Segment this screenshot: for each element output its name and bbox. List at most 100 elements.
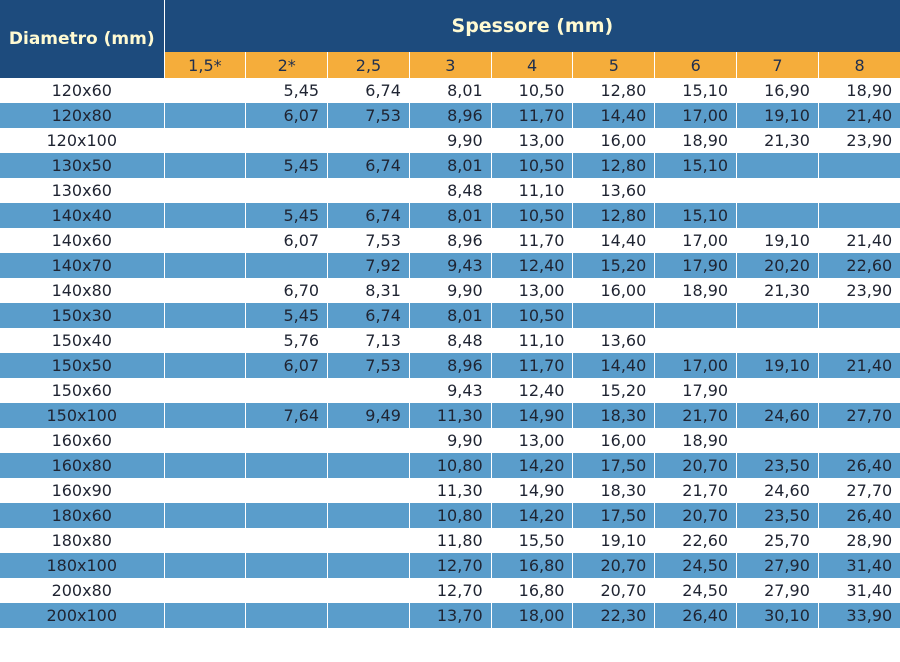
weight-cell: 23,90 <box>817 128 900 153</box>
weight-cell: 21,70 <box>654 478 737 503</box>
table-row: 120x80 6,07 7,53 8,96 11,70 14,40 17,00 19,10 21… <box>0 103 900 128</box>
weight-cell <box>163 378 246 403</box>
weight-cell: 17,00 <box>654 353 737 378</box>
weight-cell: 7,13 <box>327 328 410 353</box>
weight-cell: 10,80 <box>408 453 492 478</box>
weight-cell: 17,50 <box>572 453 655 478</box>
weight-cell: 27,70 <box>817 403 900 428</box>
weight-cell: 11,70 <box>490 353 573 378</box>
weight-cell <box>245 378 328 403</box>
weight-cell: 6,07 <box>245 103 328 128</box>
weight-cell <box>736 378 819 403</box>
weight-cell <box>817 303 900 328</box>
diameter-cell: 140x70 <box>0 253 164 278</box>
weight-cell: 9,90 <box>408 128 492 153</box>
weight-cell <box>327 128 410 153</box>
diameter-cell: 130x60 <box>0 178 164 203</box>
weight-cell: 20,70 <box>572 578 655 603</box>
weight-cell: 16,00 <box>572 128 655 153</box>
diameter-cell: 180x60 <box>0 503 164 528</box>
table-row: 200x100 13,70 18,00 22,30 26,40 30,10 33,90 <box>0 603 900 628</box>
table-row: 150x50 6,07 7,53 8,96 11,70 14,40 17,00 19,10 21… <box>0 353 900 378</box>
weight-cell: 6,07 <box>245 353 328 378</box>
weight-cell <box>245 578 328 603</box>
weight-cell: 21,70 <box>654 403 737 428</box>
weight-cell <box>327 428 410 453</box>
table-row: 160x90 11,30 14,90 18,30 21,70 24,60 27,70 <box>0 478 900 503</box>
weight-cell <box>736 153 819 178</box>
weight-cell <box>163 203 246 228</box>
weight-cell: 33,90 <box>817 603 900 628</box>
diameter-cell: 140x80 <box>0 278 164 303</box>
diameter-cell: 160x90 <box>0 478 164 503</box>
weight-cell: 14,20 <box>490 453 573 478</box>
weight-cell: 22,60 <box>654 528 737 553</box>
table-row: 150x30 5,45 6,74 8,01 10,50 <box>0 303 900 328</box>
weight-cell: 27,70 <box>817 478 900 503</box>
weight-cell: 6,70 <box>245 278 328 303</box>
weight-cell <box>163 128 246 153</box>
diameter-cell: 150x100 <box>0 403 164 428</box>
weight-cell: 20,70 <box>572 553 655 578</box>
weight-cell: 12,80 <box>572 153 655 178</box>
weight-cell: 8,31 <box>327 278 410 303</box>
diameter-cell: 200x80 <box>0 578 164 603</box>
weight-cell: 21,40 <box>817 228 900 253</box>
table-row: 180x100 12,70 16,80 20,70 24,50 27,90 31,40 <box>0 553 900 578</box>
weight-cell: 14,90 <box>490 478 573 503</box>
weight-cell: 26,40 <box>817 503 900 528</box>
weight-cell: 27,90 <box>736 578 819 603</box>
weight-cell: 18,30 <box>572 478 655 503</box>
weight-cell: 11,10 <box>490 328 573 353</box>
diameter-cell: 120x100 <box>0 128 164 153</box>
thickness-value: 6 <box>654 52 737 78</box>
weight-cell: 8,01 <box>408 78 492 103</box>
weight-cell <box>163 78 246 103</box>
weight-cell <box>163 278 246 303</box>
weight-cell: 6,74 <box>327 78 410 103</box>
weight-cell: 18,90 <box>654 128 737 153</box>
table-row: 150x40 5,76 7,13 8,48 11,10 13,60 <box>0 328 900 353</box>
table-row: 160x80 10,80 14,20 17,50 20,70 23,50 26,40 <box>0 453 900 478</box>
weight-cell: 8,01 <box>408 303 492 328</box>
weight-cell: 12,70 <box>408 578 492 603</box>
thickness-value: 2,5 <box>327 52 410 78</box>
weight-cell: 26,40 <box>817 453 900 478</box>
weight-cell: 11,70 <box>490 228 573 253</box>
weight-cell: 9,90 <box>408 278 492 303</box>
weight-cell <box>245 178 328 203</box>
thickness-values-row: 1,5* 2* 2,5 3 4 5 6 7 8 <box>0 52 900 78</box>
weight-cell <box>163 453 246 478</box>
weight-cell: 15,20 <box>572 253 655 278</box>
weight-cell: 17,00 <box>654 228 737 253</box>
weight-cell: 10,80 <box>408 503 492 528</box>
weight-cell: 23,50 <box>736 503 819 528</box>
weight-cell: 5,45 <box>245 303 328 328</box>
weight-cell: 9,43 <box>408 253 492 278</box>
weight-cell <box>327 553 410 578</box>
weight-cell: 7,53 <box>327 353 410 378</box>
weight-cell: 19,10 <box>572 528 655 553</box>
weight-cell: 11,80 <box>408 528 492 553</box>
thickness-value: 3 <box>408 52 492 78</box>
weight-cell: 23,50 <box>736 453 819 478</box>
weight-cell: 12,80 <box>572 78 655 103</box>
weight-cell <box>163 553 246 578</box>
weight-cell: 14,40 <box>572 353 655 378</box>
weight-cell: 5,76 <box>245 328 328 353</box>
weight-cell <box>245 553 328 578</box>
weight-cell: 27,90 <box>736 553 819 578</box>
weight-cell: 22,30 <box>572 603 655 628</box>
weight-cell: 23,90 <box>817 278 900 303</box>
weight-cell <box>245 128 328 153</box>
diameter-cell: 180x100 <box>0 553 164 578</box>
weight-cell <box>817 178 900 203</box>
thickness-value: 8 <box>817 52 900 78</box>
thickness-table: Diametro (mm) Spessore (mm) 1,5* 2* 2,5 3 4 5… <box>0 0 900 628</box>
weight-cell <box>327 603 410 628</box>
weight-cell: 8,48 <box>408 178 492 203</box>
weight-cell: 7,92 <box>327 253 410 278</box>
weight-cell <box>327 578 410 603</box>
diameter-cell: 160x60 <box>0 428 164 453</box>
weight-cell <box>736 178 819 203</box>
